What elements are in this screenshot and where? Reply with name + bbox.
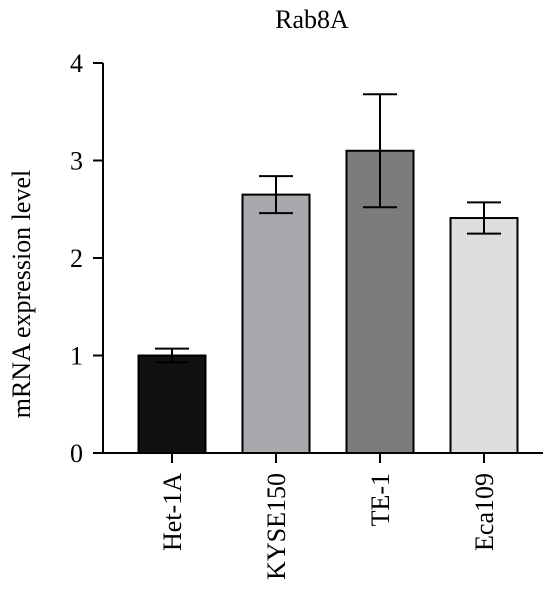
x-tick-label: Eca109 [470, 473, 499, 551]
x-tick-label: Het-1A [158, 473, 187, 551]
labels-layer: Het-1A KYSE150 TE-1 Eca109 0 1 2 3 4 [70, 49, 499, 580]
error-bars-layer [155, 93, 501, 364]
y-axis-label: mRNA expression level [7, 170, 36, 418]
bars-layer [137, 149, 519, 454]
y-tick-label: 2 [70, 244, 83, 273]
chart-title: Rab8A [275, 5, 349, 34]
y-tick-label: 4 [70, 49, 83, 78]
y-tick-label: 0 [70, 439, 83, 468]
bar [449, 217, 519, 454]
x-tick-label: TE-1 [366, 473, 395, 526]
y-tick-label: 1 [70, 342, 83, 371]
bar [137, 354, 207, 454]
x-tick-label: KYSE150 [262, 473, 291, 580]
axes-layer [93, 62, 543, 463]
bar [241, 193, 311, 454]
y-tick-label: 3 [70, 147, 83, 176]
